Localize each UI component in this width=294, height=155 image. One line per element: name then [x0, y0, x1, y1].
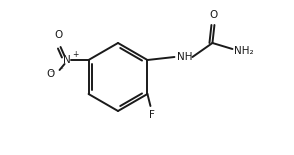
- Text: ⁻: ⁻: [59, 67, 63, 73]
- Text: O: O: [209, 10, 218, 20]
- Text: NH: NH: [178, 52, 193, 62]
- Text: O: O: [54, 30, 63, 40]
- Text: +: +: [72, 50, 78, 59]
- Text: F: F: [148, 110, 154, 120]
- Text: N: N: [63, 55, 71, 65]
- Text: ⁻: ⁻: [50, 69, 55, 78]
- Text: O: O: [46, 69, 55, 79]
- Text: NH₂: NH₂: [234, 46, 254, 56]
